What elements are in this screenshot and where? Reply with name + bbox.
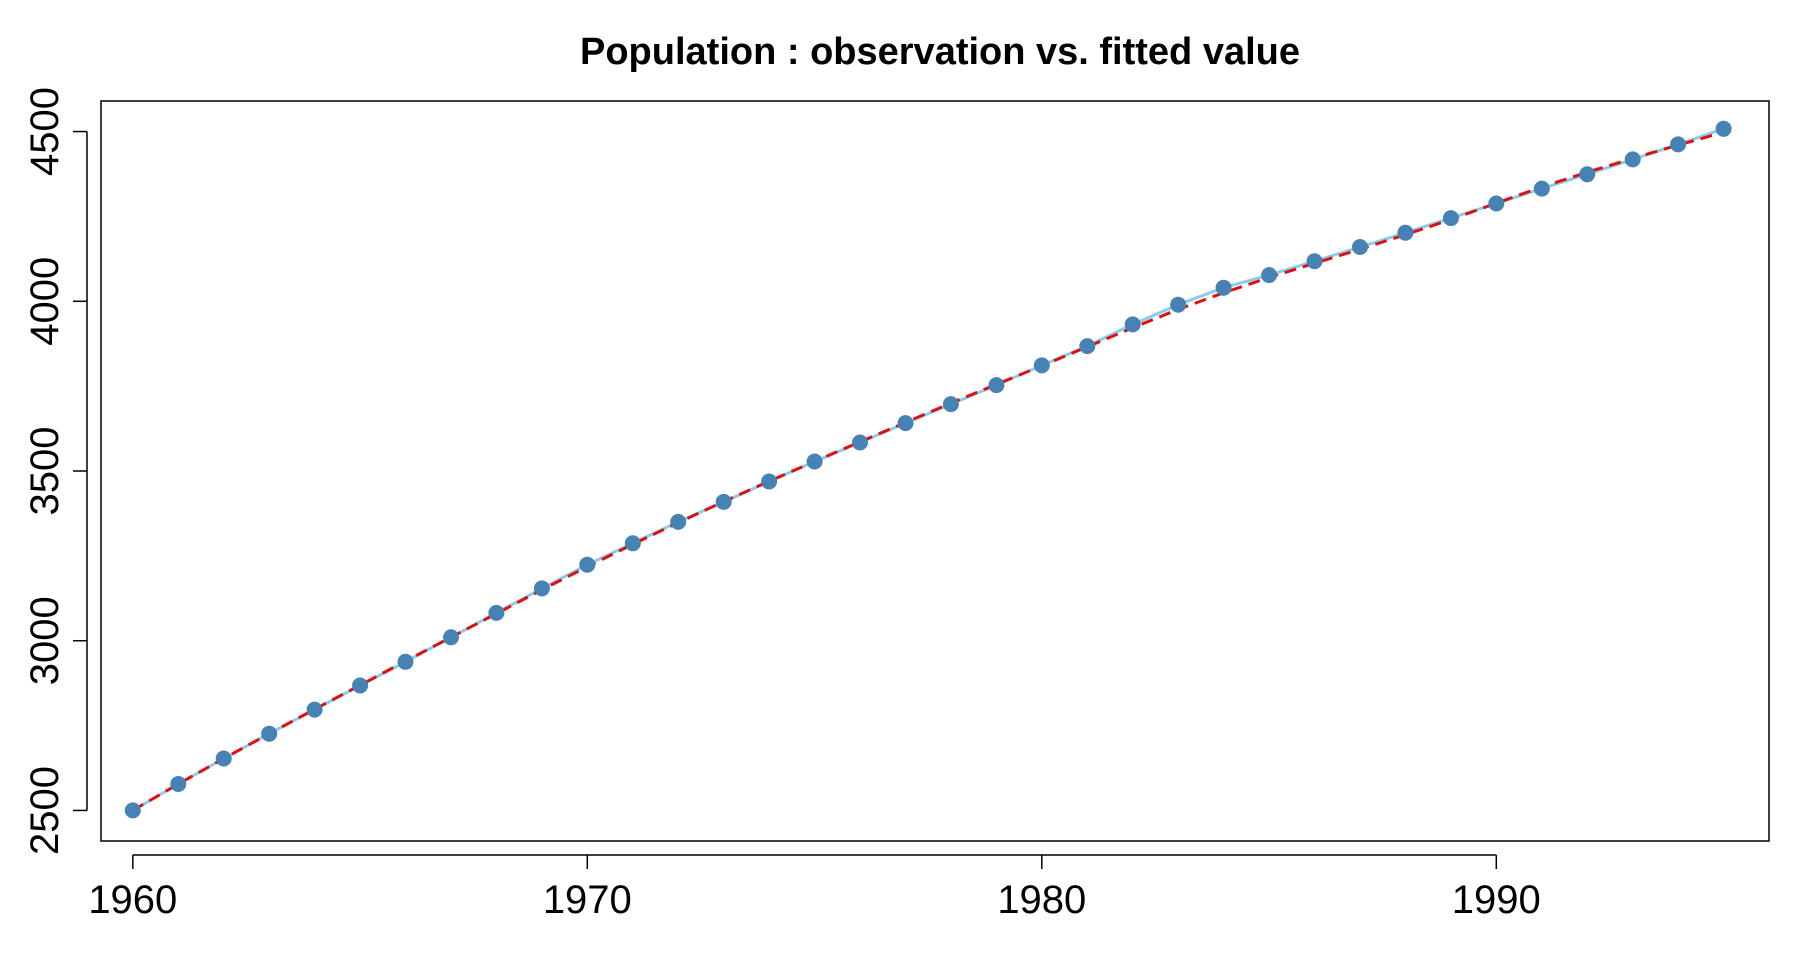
- observation-point: [352, 677, 369, 694]
- observation-point: [1488, 195, 1505, 212]
- observation-point: [624, 535, 641, 552]
- y-tick-label: 4500: [23, 87, 67, 176]
- observation-point: [1533, 180, 1550, 197]
- observation-point: [1579, 166, 1596, 183]
- observation-point: [1624, 151, 1641, 168]
- observation-point: [170, 776, 187, 792]
- fitted-line: [132, 130, 1725, 812]
- chart-title: Population : observation vs. fitted valu…: [580, 31, 1300, 73]
- observation-point: [1170, 296, 1187, 313]
- observation-point: [1715, 120, 1732, 137]
- series-layer: [124, 120, 1732, 819]
- x-axis: 1960 1970 1980 1990: [88, 854, 1541, 922]
- observation-point: [1306, 253, 1323, 270]
- observation-point: [1442, 210, 1459, 227]
- observation-point: [1261, 267, 1278, 284]
- observation-point: [1033, 357, 1050, 374]
- observation-point: [1124, 316, 1141, 333]
- observation-line: [132, 127, 1725, 812]
- x-tick-label: 1960: [88, 878, 177, 922]
- observation-point: [261, 725, 278, 742]
- x-tick-label: 1990: [1452, 878, 1541, 922]
- observation-point: [215, 750, 232, 767]
- observation-point: [806, 453, 823, 470]
- y-tick-label: 4000: [23, 257, 67, 346]
- observation-point: [1352, 239, 1368, 255]
- observation-point: [124, 802, 141, 819]
- plot-area-frame: [100, 100, 1770, 842]
- y-tick-label: 3000: [23, 596, 67, 685]
- observation-point: [306, 701, 323, 718]
- observation-point: [715, 493, 732, 510]
- y-tick-label: 3500: [23, 427, 67, 516]
- observation-point: [1397, 224, 1414, 241]
- observation-point: [1215, 279, 1232, 296]
- observation-point: [579, 556, 596, 573]
- observation-point: [397, 653, 414, 670]
- observation-point: [897, 415, 914, 432]
- observation-point: [533, 580, 550, 597]
- observation-point: [488, 604, 505, 621]
- observation-point: [852, 434, 868, 451]
- observation-point: [761, 473, 778, 490]
- x-tick-label: 1980: [997, 878, 1086, 922]
- observation-point: [443, 629, 459, 646]
- observation-point: [1079, 338, 1096, 355]
- observation-point: [942, 396, 959, 413]
- observation-point: [670, 513, 687, 530]
- observation-point: [1670, 136, 1687, 153]
- y-tick-label: 2500: [23, 766, 67, 855]
- observation-point: [988, 377, 1005, 394]
- x-tick-label: 1970: [543, 878, 632, 922]
- y-axis: 2500 3000 3500 4000 4500: [23, 87, 88, 855]
